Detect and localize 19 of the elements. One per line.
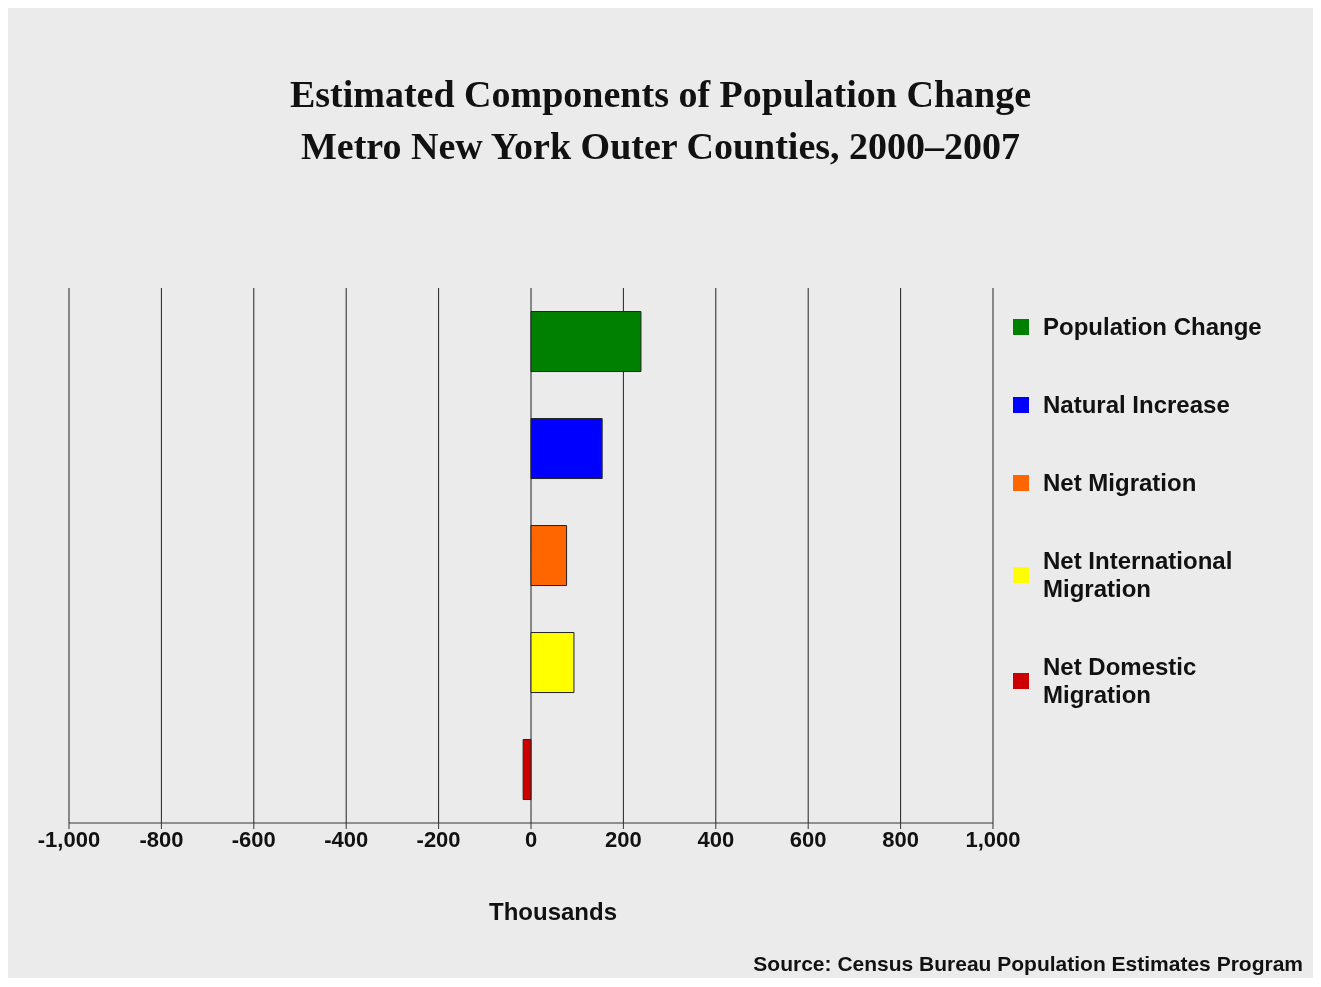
- legend-label: Net International Migration: [1043, 547, 1234, 603]
- x-tick-label: 200: [605, 826, 642, 852]
- x-tick-label: -200: [416, 826, 461, 852]
- x-tick-label: 600: [789, 826, 827, 852]
- legend-label: Net Domestic Migration: [1043, 653, 1198, 709]
- x-tick-label: 0: [524, 826, 538, 852]
- legend-label: Population Change: [1043, 313, 1262, 341]
- x-axis-title: Thousands: [488, 898, 618, 926]
- x-tick-label: -800: [139, 826, 184, 852]
- legend-label: Net Migration: [1043, 469, 1197, 497]
- x-tick-label: -1,000: [37, 826, 101, 852]
- x-tick-label: 400: [697, 826, 735, 852]
- source-note: Source: Census Bureau Population Estimates Program: [753, 952, 1303, 976]
- x-tick-label: 800: [882, 826, 919, 852]
- x-tick-label: 1,000: [965, 826, 1021, 852]
- chart-title: Estimated Components of Population Change Metro New York Outer Counties, 2000–2007: [288, 72, 1033, 169]
- x-tick-label: -400: [324, 826, 369, 852]
- legend-label: Natural Increase: [1043, 391, 1230, 419]
- x-tick-label: -600: [231, 826, 276, 852]
